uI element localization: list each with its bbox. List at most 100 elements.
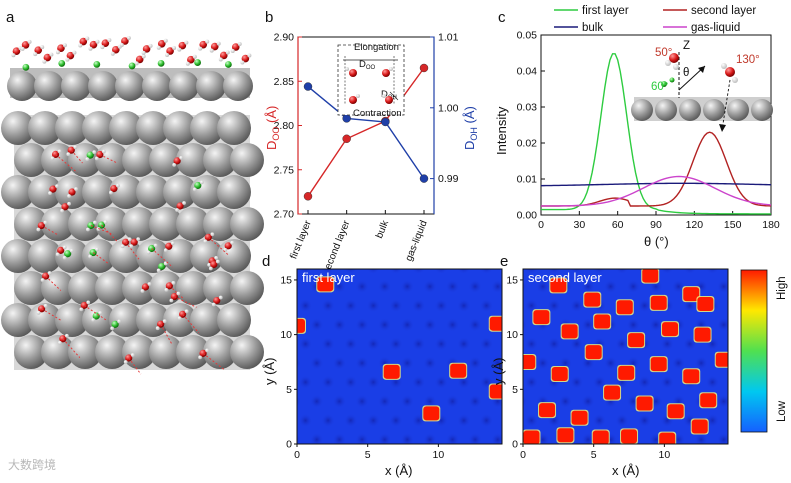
top-view-surface xyxy=(1,111,264,375)
oxygen-atom xyxy=(199,349,207,357)
hotspot xyxy=(604,385,621,400)
data-point-d-oh xyxy=(381,117,390,127)
hydrogen-atom xyxy=(110,326,115,331)
hydrogen-bond xyxy=(70,149,83,164)
hydrogen-atom xyxy=(65,57,70,62)
substrate-pit xyxy=(400,394,415,409)
green-atom xyxy=(111,320,119,328)
panel-a-molecular-snapshot xyxy=(1,36,264,375)
substrate-pit xyxy=(468,279,483,294)
substrate-pit xyxy=(355,317,370,332)
ylabel-e: y (Å) xyxy=(491,358,506,385)
substrate-pit xyxy=(694,432,709,444)
x-tick-label: 0 xyxy=(520,449,526,461)
xlabel-e: x (Å) xyxy=(612,463,639,478)
plot-frame-e xyxy=(522,268,729,445)
hotspot xyxy=(297,318,305,333)
hydrogen-atom xyxy=(69,248,74,253)
ylabel-left-main: D xyxy=(264,141,279,150)
surface-atom xyxy=(28,175,62,209)
substrate-pit xyxy=(389,269,403,275)
surface-atom xyxy=(1,239,35,273)
substrate-pit xyxy=(377,317,392,332)
surface-atom xyxy=(28,303,62,337)
substrate-pit xyxy=(321,269,335,275)
substrate-pit xyxy=(298,413,313,428)
oxygen-atom xyxy=(66,51,75,60)
substrate-pit xyxy=(400,432,415,444)
surface-atom xyxy=(163,111,197,145)
hydrogen-atom xyxy=(66,152,71,157)
oxygen-atom xyxy=(213,296,221,305)
surface-atom xyxy=(115,71,145,101)
substrate-pit xyxy=(547,269,561,275)
hydrogen-atom xyxy=(92,150,97,155)
substrate-pit xyxy=(321,375,336,390)
hydrogen-atom xyxy=(119,43,124,48)
inset-doo-main: D xyxy=(359,59,366,70)
substrate-pit xyxy=(411,298,426,313)
inset-oxygen-atom xyxy=(349,69,357,77)
hotspot xyxy=(571,410,588,425)
panel-label-a: a xyxy=(6,9,15,26)
surface-atom xyxy=(109,303,143,337)
surface-atom xyxy=(41,143,75,177)
hydrogen-atom xyxy=(198,355,202,360)
substrate-pit xyxy=(321,413,336,428)
hydrogen-atom xyxy=(55,184,59,189)
panel-c-angle-distribution-chart: 0 30 60 90 120 150 180 0.00 0.01 0.02 0.03 0.04 0.05… xyxy=(494,5,780,249)
oxygen-atom xyxy=(142,45,151,53)
hotspot xyxy=(450,363,467,378)
axis-ticks-e: 0 5 10 0 5 10 15 xyxy=(506,274,670,461)
substrate-pit xyxy=(343,298,358,313)
substrate-pit xyxy=(603,279,618,294)
hydrogen-atom xyxy=(86,300,91,305)
substrate-pit xyxy=(366,336,381,351)
inset-oxygen-atom xyxy=(349,96,357,104)
hydrogen-atom xyxy=(185,61,190,66)
substrate-pit xyxy=(422,432,437,444)
substrate-pit xyxy=(524,336,539,351)
substrate-pit xyxy=(614,336,629,351)
oxygen-atom xyxy=(141,283,150,291)
category-label: bulk xyxy=(374,218,391,240)
substrate-pit xyxy=(581,317,596,332)
hydrogen-atom xyxy=(49,52,54,57)
oxygen-atom xyxy=(204,233,212,241)
hydrogen-atom xyxy=(62,43,67,48)
inset-surface-atom xyxy=(751,99,773,121)
surface-atom xyxy=(136,175,170,209)
substrate-pit xyxy=(705,375,720,390)
green-atom xyxy=(157,59,165,67)
x-tick-label: 0 xyxy=(538,219,544,231)
colorbar-gradient xyxy=(740,269,768,433)
oxygen-atom xyxy=(157,39,166,48)
surface-atom xyxy=(14,207,48,241)
hydrogen-atom xyxy=(27,39,32,44)
hydrogen-atom xyxy=(85,36,90,41)
hydrogen-atom xyxy=(210,232,215,237)
legend-c: first layer second layer bulk gas-liquid xyxy=(554,5,756,34)
y-tick-label: 0 xyxy=(512,439,518,451)
substrate-pit xyxy=(400,356,415,371)
hotspot xyxy=(659,432,676,444)
substrate-pit xyxy=(728,299,742,313)
hydrogen-atom xyxy=(247,53,252,58)
hydrogen-atom xyxy=(109,190,113,195)
substrate-pit xyxy=(523,318,528,332)
substrate-pit xyxy=(366,375,381,390)
inset-contraction-label: Contraction xyxy=(353,108,402,119)
surface-atom xyxy=(217,175,251,209)
hydrogen-bond xyxy=(99,154,118,164)
hydrogen-atom xyxy=(40,278,45,282)
substrate-pit xyxy=(569,375,584,390)
green-atom xyxy=(93,61,101,68)
hydrogen-atom xyxy=(20,46,25,51)
hydrogen-atom xyxy=(155,326,160,331)
x-tick-label: 0 xyxy=(294,449,300,461)
hydrogen-atom xyxy=(57,149,62,154)
substrate-pit xyxy=(547,336,562,351)
surface-atom xyxy=(217,111,251,145)
hydrogen-atom xyxy=(141,50,146,55)
substrate-pit xyxy=(682,336,697,351)
